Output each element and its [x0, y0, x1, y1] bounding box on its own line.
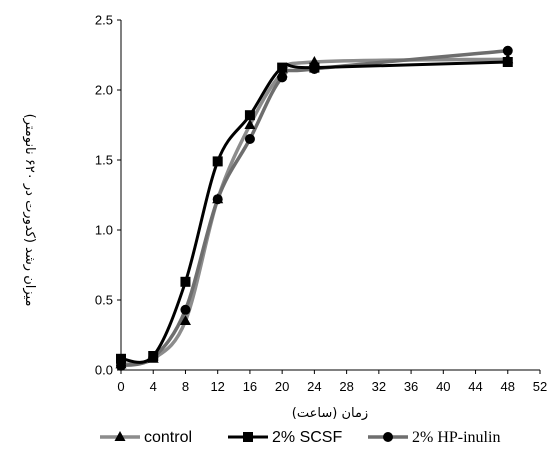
legend-label-2-scsf: 2% SCSF	[272, 429, 342, 446]
y-axis-title: میزان رشد (کدورت در ۶۲۰ نانومتر)	[22, 114, 37, 307]
data-point-2-scsf	[502, 57, 513, 67]
x-tick-label: 12	[210, 379, 224, 394]
series-line-2-hp-inulin	[120, 49, 508, 368]
series-lines	[120, 49, 508, 368]
legend-marker-2-hp-inulin	[383, 432, 393, 442]
data-point-control	[179, 315, 191, 325]
y-tick-label: 0.0	[95, 363, 113, 378]
data-point-2-scsf	[180, 276, 191, 287]
y-axis-ticks: 0.0 0.5 1.0 1.5 2.0 2.5	[95, 13, 121, 378]
data-point-2-hp-inulin	[502, 45, 513, 56]
chart-axes	[120, 20, 540, 371]
data-point-2-hp-inulin	[244, 134, 255, 144]
legend-label-2-hp-inulin: 2% HP-inulin	[412, 429, 500, 446]
x-tick-label: 40	[436, 379, 450, 394]
legend-marker-2-scsf	[243, 432, 253, 442]
x-tick-label: 24	[307, 379, 321, 394]
series-line-2-scsf	[120, 60, 508, 364]
y-tick-label: 2.0	[95, 83, 113, 98]
x-axis-ticks: 0 4 8 12 16 20 24 28 32 36 40 44 48 52	[117, 370, 547, 394]
x-tick-label: 8	[182, 379, 189, 394]
x-tick-label: 36	[404, 379, 418, 394]
legend-marker-control	[114, 431, 126, 441]
legend: control 2% SCSF 2% HP-inulin	[100, 429, 500, 446]
y-tick-label: 1.0	[95, 223, 113, 238]
x-tick-label: 44	[468, 379, 482, 394]
x-tick-label: 28	[339, 379, 353, 394]
data-point-2-scsf	[277, 62, 288, 73]
y-tick-label: 1.5	[95, 153, 113, 168]
y-tick-label: 2.5	[95, 13, 113, 28]
x-tick-label: 52	[533, 379, 547, 394]
series-markers	[115, 45, 514, 371]
x-tick-label: 20	[275, 379, 289, 394]
x-tick-label: 32	[372, 379, 386, 394]
x-tick-label: 4	[150, 379, 157, 394]
x-tick-label: 0	[117, 379, 124, 394]
data-point-2-hp-inulin	[212, 194, 223, 205]
x-axis-title: زمان (ساعت)	[292, 406, 368, 421]
x-tick-label: 48	[501, 379, 515, 394]
data-point-2-scsf	[116, 353, 126, 364]
data-point-2-hp-inulin	[180, 304, 191, 315]
x-tick-label: 16	[243, 379, 257, 394]
y-tick-label: 0.5	[95, 293, 113, 308]
series-line-control	[120, 57, 508, 367]
data-point-2-scsf	[212, 156, 223, 167]
data-point-2-hp-inulin	[277, 72, 288, 83]
data-point-2-scsf	[309, 62, 320, 73]
data-point-2-scsf	[244, 110, 255, 121]
data-point-control	[244, 119, 256, 129]
legend-label-control: control	[144, 429, 192, 446]
data-point-2-scsf	[148, 351, 159, 361]
